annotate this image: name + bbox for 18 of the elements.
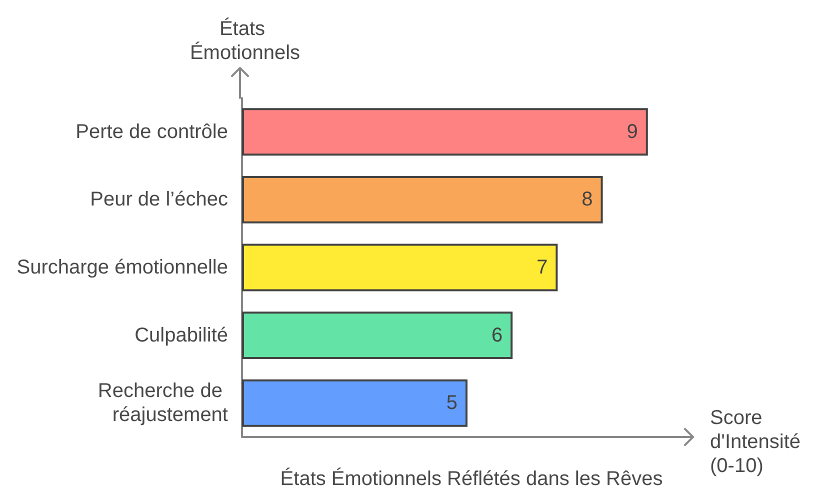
y-tick-label: Recherche de réajustement [98, 380, 228, 426]
y-tick-label: Culpabilité [134, 324, 228, 346]
y-axis-title: États Émotionnels [190, 17, 300, 64]
bar [242, 108, 648, 156]
y-tick-label: Perte de contrôle [76, 120, 228, 143]
bar [242, 312, 513, 360]
data-label: 9 [626, 120, 638, 143]
bar [242, 244, 558, 292]
text: États Émotionnels Réflétés dans les Rêves [280, 467, 663, 490]
y-tick-label: Surcharge émotionnelle [16, 256, 228, 278]
data-label: 5 [446, 392, 458, 414]
data-label: 8 [582, 188, 593, 211]
data-label: 7 [536, 256, 548, 278]
y-tick-label: Peur de l’échec [90, 188, 228, 211]
bar [242, 176, 603, 224]
data-label: 6 [491, 324, 503, 346]
x-axis-title: Score d'Intensité (0-10) [710, 407, 806, 477]
bar [242, 379, 468, 427]
